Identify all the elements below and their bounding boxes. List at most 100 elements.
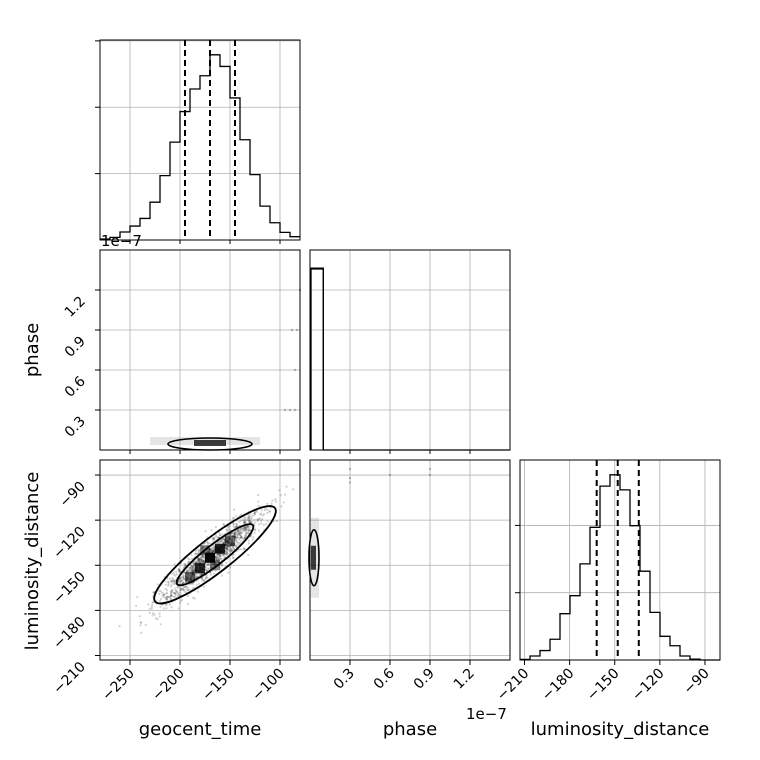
sample-point [200,559,204,562]
sample-point [246,527,249,530]
sample-point [150,605,153,609]
sample-point [181,579,184,583]
sample-point [246,516,249,519]
sample-point [179,587,182,590]
sample-point [158,592,161,596]
sample-point [182,588,185,591]
sample-point [202,560,205,563]
sample-point [181,587,184,591]
sample-point [168,603,172,606]
sample-point [201,548,204,551]
panel-frame [99,249,301,451]
sample-point [245,525,248,528]
sample-point [215,556,218,559]
sample-point [201,560,204,563]
sample-point [190,554,193,557]
sample-point [227,545,230,548]
sample-point [159,597,163,601]
sample-point [176,586,179,589]
sample-point [248,528,251,531]
sample-point [175,573,178,576]
sample-point [283,493,287,496]
sample-point [159,590,162,593]
sample-point [194,560,197,563]
sample-point [235,523,238,526]
sample-point [148,607,151,610]
sample-point [170,594,173,597]
sample-point [216,536,219,539]
sample-point [215,553,219,556]
sample-point [196,560,199,563]
sample-point [261,514,264,517]
sample-point [166,595,169,599]
sample-point [226,548,230,551]
sample-point [234,545,237,548]
y-tick-label-phase: 0.6 [62,373,89,400]
sample-point [214,556,217,560]
sample-point [169,593,172,596]
sample-point [253,518,256,521]
sample-point [191,566,194,569]
sample-point [220,540,223,543]
histogram-luminosity_distance [520,474,720,661]
sample-point [221,537,224,541]
sample-point [222,523,225,526]
sample-point [173,582,176,585]
sample-point [181,598,184,601]
sample-point [182,577,185,580]
sample-point [188,560,191,563]
sample-point [212,549,215,552]
sample-point [205,563,209,566]
sample-point [248,529,251,532]
sample-point [175,570,178,573]
contour-outer [153,505,277,605]
sample-point [258,518,261,521]
sample-point [253,512,256,516]
sample-point [236,534,239,537]
sample-point [183,577,186,581]
sample-point [259,513,262,516]
sample-point [232,553,235,556]
sample-point [183,574,186,577]
sample-point [200,546,204,549]
sample-point [199,558,202,561]
sample-point [194,552,197,556]
sample-point [193,563,196,566]
sample-point [209,566,213,569]
sample-point [190,569,193,573]
sample-point [170,591,173,595]
sample-point [266,502,269,505]
sample-point [215,557,218,561]
sample-point [191,570,194,573]
sample-point [191,569,194,572]
sample-point [161,594,164,597]
sample-point [269,506,272,509]
sample-point [206,567,209,570]
sample-point [209,548,212,551]
sample-point [189,565,192,569]
sample-point [271,499,274,502]
sample-point [232,547,235,550]
sample-point [219,553,222,556]
sample-point [181,575,184,579]
sample-point [218,531,221,535]
sample-point [204,530,207,533]
sample-point [165,595,168,598]
sample-point [242,538,245,541]
sample-point [210,547,213,550]
sample-point [239,536,242,540]
sample-point [182,576,185,579]
sample-point [200,558,203,561]
panel-frames [99,39,721,661]
sample-point [177,607,180,610]
sample-point [257,493,260,496]
sample-point [198,560,201,564]
sample-point [243,528,246,532]
sample-point [202,585,205,588]
histogram-phase-bar [310,268,324,450]
sample-point [191,568,194,571]
sample-point [225,552,228,555]
sample-point [182,575,185,578]
sample-point [228,534,231,537]
